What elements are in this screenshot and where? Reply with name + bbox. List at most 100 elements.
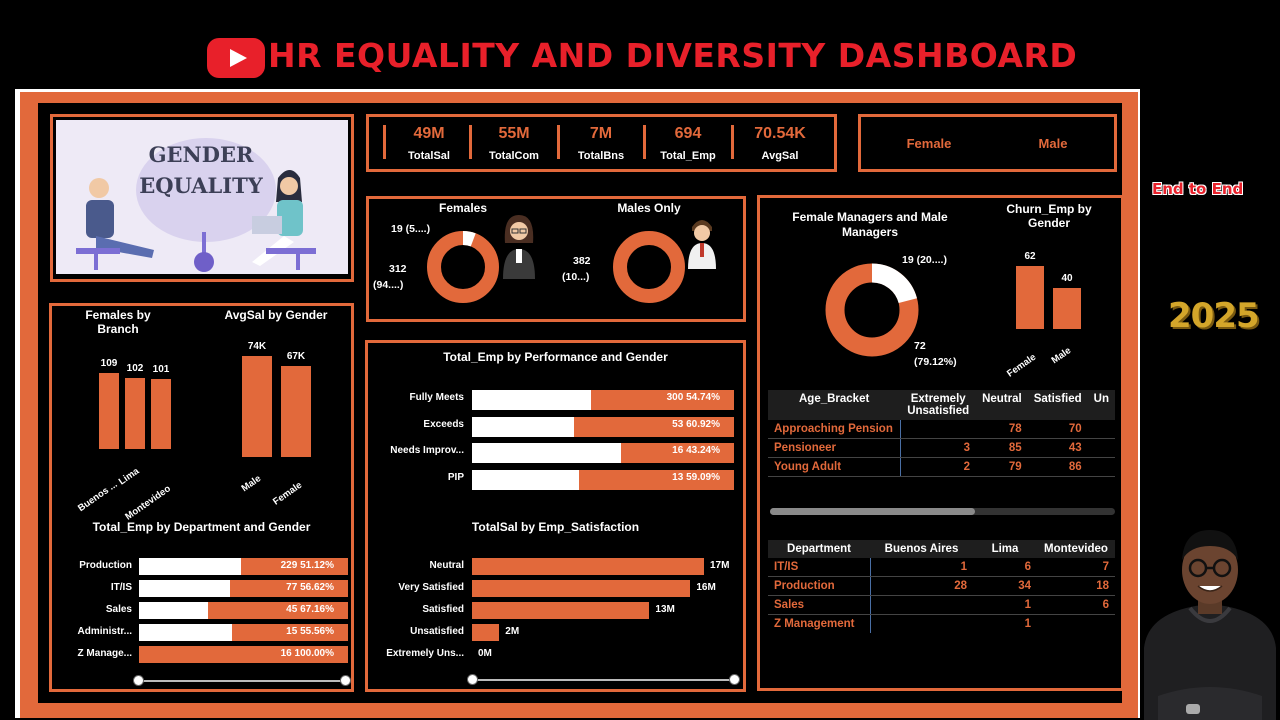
managers-donut-title-2: Managers — [841, 225, 899, 239]
sat-chart-scroll-track[interactable] — [472, 679, 736, 681]
females-donut-large-label: 312 — [389, 263, 407, 275]
dept-chart-scroll-track[interactable] — [138, 680, 348, 682]
age-matrix-cell: 43 — [1027, 438, 1088, 458]
data-label: 67K — [286, 350, 306, 362]
female-bar — [472, 443, 621, 463]
kpi-value: 7M — [589, 125, 613, 142]
data-label: 13 59.09% — [672, 471, 720, 483]
emp-by-performance-chart: Fully Meets 300 54.74% Exceeds 53 60.92% Nee… — [368, 387, 743, 491]
table-row: Pensioneer 3 85 43 — [768, 438, 1115, 458]
females-donut-small-label: 19 (5....) — [391, 223, 431, 235]
managers-donut-small-slice — [825, 263, 919, 357]
data-label: 62 — [1024, 251, 1036, 262]
slicer-male-button[interactable]: Male — [1038, 136, 1068, 151]
age-matrix-cell: 70 — [1027, 420, 1088, 439]
axis-label: Satisfied — [422, 604, 464, 615]
male-bar — [207, 602, 348, 619]
age-matrix-header: Neutral — [976, 390, 1028, 420]
managers-and-matrix-panel: Female Managers and Male Managers 19 (20… — [757, 195, 1124, 691]
female-bar — [139, 624, 232, 641]
dept-matrix-cell: 1 — [870, 558, 973, 577]
table-row: Sales 1 6 — [768, 595, 1115, 615]
age-matrix-scrollbar[interactable] — [770, 508, 1115, 515]
dept-matrix-row-header: Sales — [768, 595, 871, 615]
data-label: 74K — [247, 341, 267, 352]
dept-matrix-cell — [1037, 615, 1115, 634]
age-matrix-row-header: Young Adult — [768, 457, 901, 477]
end-to-end-label: End to End — [1152, 180, 1244, 198]
presenter-avatar — [1144, 530, 1276, 720]
sat-chart-scroll-end-handle[interactable] — [729, 674, 740, 685]
age-matrix-cell: 2 — [900, 457, 977, 477]
kpi-value: 49M — [413, 125, 445, 142]
emp-by-performance-title: Total_Emp by Performance and Gender — [443, 350, 668, 364]
age-matrix-cell: 79 — [976, 457, 1028, 477]
male-bar — [231, 624, 348, 641]
males-donut-slice — [613, 231, 685, 303]
age-matrix-cell — [1087, 420, 1115, 439]
table-row: IT/IS 1 6 7 — [768, 558, 1115, 577]
kpi-total-emp: 694 Total_Emp — [647, 117, 729, 169]
dept-chart-scroll-end-handle[interactable] — [340, 675, 351, 686]
gender-slicer: Female Male — [858, 114, 1117, 172]
data-label: 102 — [126, 362, 144, 374]
dept-matrix-cell: 7 — [1037, 558, 1115, 577]
age-matrix-header: Extremely Unsatisfied — [900, 390, 977, 420]
bar — [125, 377, 145, 449]
scrollbar-thumb[interactable] — [770, 508, 975, 515]
bar — [472, 624, 500, 641]
axis-label: Fully Meets — [409, 392, 464, 403]
male-bar — [590, 390, 734, 410]
tick-label: Female — [1005, 351, 1039, 380]
females-donut-small-slice — [427, 231, 499, 303]
hero-line-1: GENDER — [149, 142, 254, 167]
males-donut-chart — [613, 231, 685, 303]
data-label: 77 56.62% — [286, 582, 334, 593]
emp-by-department-chart: Production 229 51.12% IT/IS 77 56.62% Sales 4… — [52, 554, 351, 664]
table-row: Young Adult 2 79 86 — [768, 457, 1115, 477]
females-donut-large-label-pct: (94....) — [373, 279, 404, 291]
female-bar — [139, 602, 208, 619]
kpi-total-bns: 7M TotalBns — [561, 117, 641, 169]
kpi-value: 55M — [498, 125, 530, 142]
tick-label: Montevideo — [123, 483, 173, 523]
data-label: 15 55.56% — [286, 626, 334, 637]
data-label: 16M — [696, 582, 716, 593]
axis-label: Administr... — [77, 626, 132, 637]
churn-chart-title-2: Gender — [1027, 216, 1070, 230]
tick-label: Male — [1049, 345, 1074, 367]
kpi-total-com: 55M TotalCom — [473, 117, 555, 169]
kpi-avg-sal: 70.54K AvgSal — [735, 117, 825, 169]
axis-label: Exceeds — [423, 418, 464, 430]
slicer-female-button[interactable]: Female — [906, 136, 952, 151]
kpi-label: TotalSal — [408, 150, 450, 162]
axis-label: PIP — [447, 471, 464, 483]
age-matrix-row-header: Pensioneer — [768, 438, 901, 458]
kpi-value: 70.54K — [754, 125, 806, 142]
dept-matrix-row-header: Production — [768, 576, 871, 596]
sat-chart-scroll-start-handle[interactable] — [467, 674, 478, 685]
dept-chart-scroll-start-handle[interactable] — [133, 675, 144, 686]
axis-label: Z Manage... — [77, 648, 132, 659]
male-bar — [620, 443, 734, 463]
year-label: 2025 — [1168, 296, 1260, 336]
managers-donut-large-label-pct: (79.12%) — [914, 356, 957, 368]
data-label: 40 — [1061, 273, 1073, 285]
kpi-card: 49M TotalSal 55M TotalCom 7M TotalBns 69… — [366, 114, 837, 172]
male-avatar-icon — [688, 220, 716, 269]
age-matrix-cell: 86 — [1027, 457, 1088, 477]
female-bar — [472, 469, 580, 490]
males-donut-label-pct: (10...) — [562, 271, 590, 283]
page-title: HR EQUALITY AND DIVERSITY DASHBOARD — [268, 36, 1078, 75]
data-label: 53 60.92% — [672, 418, 720, 430]
axis-label: Sales — [105, 604, 132, 615]
data-label: 45 67.16% — [286, 604, 334, 615]
data-label: 16 43.24% — [672, 445, 720, 456]
age-matrix-header-row: Age_Bracket Extremely Unsatisfied Neutra… — [768, 390, 1115, 420]
age-matrix-cell: 78 — [976, 420, 1028, 439]
dept-matrix-cell: 28 — [870, 576, 973, 596]
dept-matrix-header: Lima — [973, 540, 1037, 558]
kpi-label: Total_Emp — [660, 150, 716, 162]
gender-equality-illustration: GENDER EQUALITY — [56, 120, 348, 274]
data-label: 300 54.74% — [666, 392, 720, 403]
